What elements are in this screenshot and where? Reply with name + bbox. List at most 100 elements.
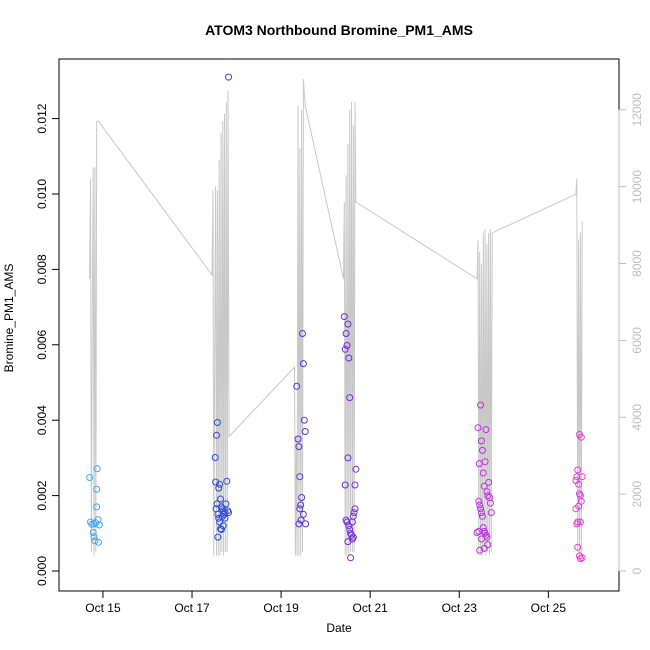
data-point <box>93 485 101 493</box>
data-point <box>90 520 98 528</box>
x-tick-label: Oct 15 <box>85 601 121 615</box>
data-point <box>340 313 348 320</box>
data-point <box>478 535 485 543</box>
y-tick-label: 0.004 <box>35 405 49 435</box>
right-tick-label: 8000 <box>630 250 644 277</box>
data-point <box>300 416 308 424</box>
data-point <box>218 512 226 520</box>
data-point <box>213 431 220 439</box>
data-point <box>299 510 307 518</box>
x-tick-label: Oct 19 <box>263 601 299 615</box>
data-point <box>346 394 354 402</box>
right-tick-label: 0 <box>630 567 644 574</box>
data-point <box>217 495 224 503</box>
data-point <box>93 465 101 473</box>
data-point <box>349 533 357 541</box>
altitude-trace <box>89 78 583 556</box>
data-point <box>214 533 222 541</box>
data-point <box>298 494 306 501</box>
x-tick-label: Oct 21 <box>352 601 388 615</box>
y-tick-label: 0.008 <box>35 254 49 284</box>
y-axis: 0.000 0.002 0.004 0.006 0.008 0.010 0.012 <box>35 103 60 586</box>
data-point <box>216 518 224 526</box>
data-point <box>222 500 230 508</box>
data-point <box>297 516 305 524</box>
data-point <box>487 509 495 517</box>
x-tick-label: Oct 17 <box>174 601 210 615</box>
data-point <box>343 518 351 526</box>
data-point <box>344 454 352 462</box>
data-point <box>345 354 353 362</box>
data-point <box>293 382 301 390</box>
data-point <box>225 73 232 81</box>
data-point <box>212 478 220 486</box>
data-point <box>486 499 494 507</box>
plot-frame <box>58 58 620 592</box>
data-point <box>302 520 310 528</box>
data-point <box>484 492 492 500</box>
data-point <box>480 544 488 552</box>
data-point <box>342 330 350 337</box>
data-point <box>481 458 489 466</box>
right-axis: 0 2000 4000 6000 8000 10000 12000 <box>618 93 644 574</box>
right-tick-label: 12000 <box>630 93 644 127</box>
data-point <box>217 526 225 533</box>
data-point <box>217 525 224 533</box>
data-point <box>474 424 482 432</box>
data-point <box>350 509 358 517</box>
data-point <box>299 330 306 337</box>
y-tick-label: 0.010 <box>35 179 49 209</box>
data-point <box>475 527 483 535</box>
data-point <box>347 554 355 562</box>
data-point <box>216 480 224 488</box>
data-point <box>478 437 485 445</box>
data-point <box>225 509 232 517</box>
data-point <box>577 433 585 441</box>
data-point <box>482 426 490 434</box>
data-point <box>575 480 583 488</box>
data-point <box>578 473 586 481</box>
data-point <box>296 473 304 481</box>
data-point <box>476 501 484 509</box>
right-tick-label: 10000 <box>630 170 644 204</box>
data-point <box>95 538 102 546</box>
data-point <box>574 518 582 526</box>
x-axis-label: Date <box>326 621 352 635</box>
data-point <box>351 505 359 513</box>
data-point <box>478 446 486 454</box>
data-point <box>480 482 488 490</box>
y-tick-label: 0.000 <box>35 556 49 586</box>
chart-title: ATOM3 Northbound Bromine_PM1_AMS <box>205 22 473 38</box>
data-point <box>479 469 487 477</box>
y-axis-label: Bromine_PM1_AMS <box>2 264 16 373</box>
data-point <box>576 518 584 526</box>
data-point <box>89 529 97 536</box>
data-point <box>344 320 352 328</box>
data-point <box>476 546 484 554</box>
data-point <box>351 481 359 489</box>
data-point <box>348 531 355 539</box>
data-point <box>93 503 101 511</box>
data-point <box>86 474 94 481</box>
data-point <box>296 505 304 513</box>
data-point <box>301 428 309 435</box>
data-point <box>478 509 485 517</box>
data-point <box>341 481 349 489</box>
data-point <box>223 477 231 485</box>
right-tick-label: 6000 <box>630 327 644 354</box>
data-point <box>478 512 486 520</box>
data-point <box>574 466 582 474</box>
data-point <box>344 538 352 546</box>
data-point <box>473 529 481 536</box>
y-tick-label: 0.012 <box>35 103 49 133</box>
data-point <box>215 484 223 492</box>
data-point <box>294 435 302 443</box>
data-point <box>90 533 98 541</box>
data-point <box>299 360 307 368</box>
data-point <box>477 401 485 409</box>
data-point <box>211 454 219 461</box>
data-point <box>295 520 303 528</box>
x-tick-label: Oct 25 <box>531 601 567 615</box>
data-point <box>91 537 99 545</box>
